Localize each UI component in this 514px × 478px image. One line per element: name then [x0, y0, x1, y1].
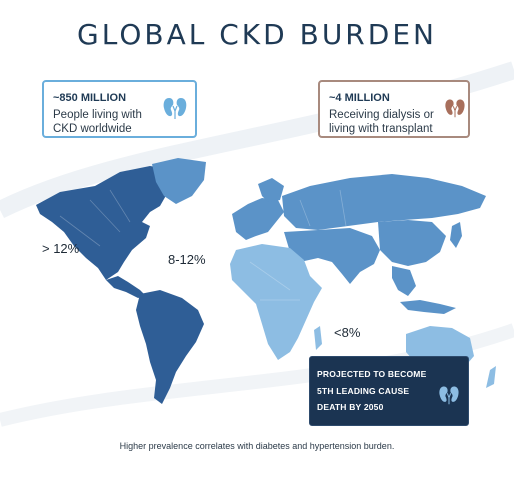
- stat-card-ckd-worldwide: ~850 MILLION People living with CKD worl…: [42, 80, 197, 138]
- region-africa: [230, 244, 322, 360]
- stat-card-dialysis: ~4 MILLION Receiving dialysis or living …: [318, 80, 470, 138]
- region-europe: [232, 198, 284, 240]
- region-north-asia: [282, 174, 486, 230]
- region-north-america: [36, 166, 178, 280]
- legend-label-low: <8%: [334, 325, 361, 340]
- stat-description-line: Receiving dialysis or: [329, 109, 434, 121]
- region-southeast-asia: [392, 266, 416, 296]
- stat-description-line: People living with: [53, 109, 142, 121]
- region-east-asia: [378, 220, 446, 266]
- kidneys-icon: [445, 99, 465, 118]
- stat-description-line: CKD worldwide: [53, 123, 132, 135]
- callout-line: PROJECTED TO BECOME: [317, 369, 427, 379]
- kidneys-icon: [163, 98, 187, 119]
- region-indonesia: [400, 300, 456, 314]
- region-south-america: [136, 290, 204, 404]
- kidneys-icon: [439, 386, 459, 405]
- region-new-zealand: [486, 366, 496, 388]
- region-middle-south-asia: [284, 228, 380, 284]
- footer-note: Higher prevalence correlates with diabet…: [119, 441, 395, 451]
- stat-description: Receiving dialysis or living with transp…: [329, 108, 434, 136]
- stat-value: ~850 MILLION: [53, 92, 127, 104]
- region-central-america: [106, 276, 146, 298]
- callout-line: 5TH LEADING CAUSE: [317, 386, 410, 396]
- region-japan: [450, 222, 462, 248]
- stat-value: ~4 MILLION: [329, 92, 390, 104]
- region-greenland: [152, 158, 206, 204]
- callout-line: DEATH BY 2050: [317, 402, 384, 412]
- region-madagascar: [314, 326, 322, 350]
- region-scandinavia: [258, 178, 284, 202]
- page-title: GLOBAL CKD BURDEN: [77, 18, 437, 51]
- world-map: [36, 158, 496, 404]
- legend-label-mid: 8-12%: [168, 252, 206, 267]
- stat-description: People living with CKD worldwide: [53, 108, 142, 136]
- legend-label-high: > 12%: [42, 241, 80, 256]
- projection-callout: PROJECTED TO BECOME 5TH LEADING CAUSE DE…: [309, 356, 469, 426]
- stat-description-line: living with transplant: [329, 123, 433, 135]
